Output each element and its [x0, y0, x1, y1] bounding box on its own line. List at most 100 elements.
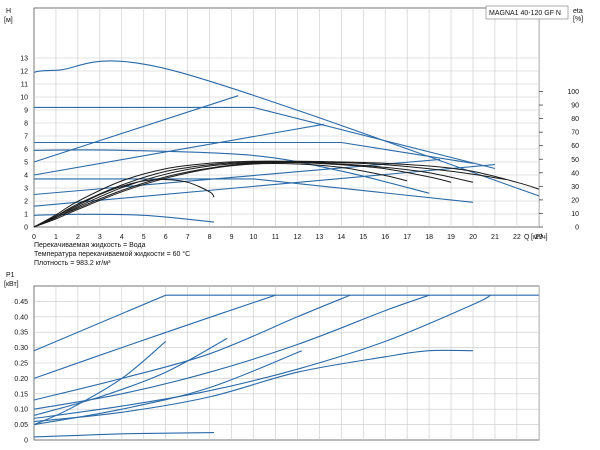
- y-axis-label-p1: P1: [6, 272, 15, 279]
- x-tick-label: 12: [294, 234, 302, 241]
- y-tick-label: 5: [24, 160, 28, 167]
- top-plot-frame: [33, 7, 540, 228]
- y-tick-label: 4: [24, 173, 28, 180]
- power-curve-6: [33, 432, 215, 438]
- head-curve-4: [34, 178, 474, 203]
- power-curve-3: [33, 294, 430, 410]
- p1-tick-label: 0.25: [14, 361, 28, 368]
- power-curve-5: [33, 349, 474, 423]
- note-temperature: Температура перекачиваемой жидкости = 60…: [34, 250, 190, 258]
- p1-tick-label: 0.35: [14, 330, 28, 337]
- p1-tick-label: 0.05: [14, 422, 28, 429]
- model-label-box: [485, 5, 569, 20]
- x-tick-label: 2: [76, 234, 80, 241]
- y2-tick-label: 100: [567, 89, 579, 96]
- x-tick-label: 14: [337, 234, 345, 241]
- power-curve-2: [33, 294, 351, 401]
- y-tick-label: 8: [24, 121, 28, 128]
- x-tick-label: 1: [54, 234, 58, 241]
- x-tick-label: 5: [142, 234, 146, 241]
- x-tick-label: 19: [447, 234, 455, 241]
- x-tick-label: 0: [32, 234, 36, 241]
- x-tick-label: 23: [535, 234, 543, 241]
- y-tick-label: 12: [20, 69, 28, 76]
- p1-tick-label: 0.15: [14, 391, 28, 398]
- p1-tick-label: 0.20: [14, 376, 28, 383]
- y-axis-unit-h: [м]: [4, 17, 13, 24]
- efficiency-curve-15: [33, 179, 215, 228]
- head-curve-2: [34, 141, 474, 164]
- y2-tick-label: 0: [575, 225, 579, 232]
- efficiency-curve-10: [33, 160, 539, 228]
- y-tick-label: 10: [20, 95, 28, 102]
- y2-tick-label: 20: [571, 197, 579, 204]
- head-curve-6: [33, 95, 239, 163]
- x-tick-label: 13: [315, 234, 323, 241]
- y2-tick-label: 40: [571, 170, 579, 177]
- x-tick-label: 7: [186, 234, 190, 241]
- head-curve-8: [33, 158, 441, 196]
- power-curve-7: [33, 340, 167, 426]
- y2-axis-unit: [%]: [573, 16, 583, 23]
- y2-tick-label: 90: [571, 103, 579, 110]
- power-chart: 0 0.05 0.10 0.15 0.20 0.25 0.30 0.35 0.40 0.45: [14, 285, 540, 445]
- y-axis-label-h: H: [6, 8, 11, 15]
- y-tick-label: 2: [24, 199, 28, 206]
- efficiency-curve-12: [33, 161, 474, 228]
- note-fluid: Перекачиваемая жидкость = Вода: [34, 242, 146, 249]
- head-curve-3: [33, 149, 430, 194]
- x-tick-label: 10: [250, 234, 258, 241]
- x-tick-label: 15: [359, 234, 367, 241]
- y2-tick-label: 50: [571, 157, 579, 164]
- y-tick-label: 13: [20, 56, 28, 63]
- x-tick-label: 20: [469, 234, 477, 241]
- efficiency-curve-13: [33, 161, 452, 228]
- head-efficiency-chart: 0 1 2 3 4 5 6 7 8 9 10 11 12 13 14 15 16 17 18 19 20 21 22 2301…: [20, 7, 579, 241]
- x-axis-label-q: Q: [524, 234, 530, 241]
- head-curve-7: [33, 123, 324, 176]
- x-tick-label: 4: [120, 234, 124, 241]
- p1-tick-label: 0.40: [14, 314, 28, 321]
- x-tick-label: 21: [491, 234, 499, 241]
- head-curve-5: [33, 213, 215, 223]
- y-tick-label: 6: [24, 147, 28, 154]
- power-curve-0: [33, 294, 539, 352]
- x-tick-label: 16: [381, 234, 389, 241]
- efficiency-curve-14: [33, 162, 408, 228]
- p1-tick-label: 0.30: [14, 345, 28, 352]
- x-tick-label: 18: [425, 234, 433, 241]
- y-tick-label: 3: [24, 186, 28, 193]
- y2-tick-label: 30: [571, 184, 579, 191]
- x-tick-label: 3: [98, 234, 102, 241]
- y-tick-label: 11: [21, 82, 28, 89]
- y-tick-label: 7: [24, 134, 28, 141]
- note-density: Плотность = 983.2 кг/м³: [34, 260, 111, 267]
- head-curve-1: [34, 106, 496, 170]
- x-axis-unit-q: [м³/ч]: [531, 234, 548, 241]
- y2-tick-label: 10: [571, 211, 579, 218]
- y2-tick-label: 80: [571, 116, 579, 123]
- y2-axis-label: eta: [573, 8, 583, 15]
- x-tick-label: 11: [272, 234, 279, 241]
- y-axis-unit-p1: [кВт]: [4, 281, 19, 288]
- p1-tick-label: 0.10: [14, 407, 28, 414]
- head-curve-0: [33, 60, 539, 197]
- y-tick-label: 9: [24, 108, 28, 115]
- y2-tick-label: 70: [571, 130, 579, 137]
- efficiency-curve-11: [33, 161, 506, 228]
- x-tick-label: 6: [164, 234, 168, 241]
- x-tick-label: 9: [230, 234, 234, 241]
- x-tick-label: 8: [208, 234, 212, 241]
- p1-tick-label: 0.45: [14, 299, 28, 306]
- x-tick-label: 17: [403, 234, 411, 241]
- y2-tick-label: 60: [571, 143, 579, 150]
- x-tick-label: 22: [513, 234, 521, 241]
- model-title: MAGNA1 40-120 GF N: [489, 10, 561, 17]
- p1-tick-label: 0: [24, 438, 28, 445]
- power-curve-4: [33, 294, 491, 419]
- power-curve-1: [33, 294, 276, 379]
- power-curve-8: [33, 337, 228, 416]
- y-tick-label: 0: [24, 225, 28, 232]
- power-curve-9: [33, 350, 303, 426]
